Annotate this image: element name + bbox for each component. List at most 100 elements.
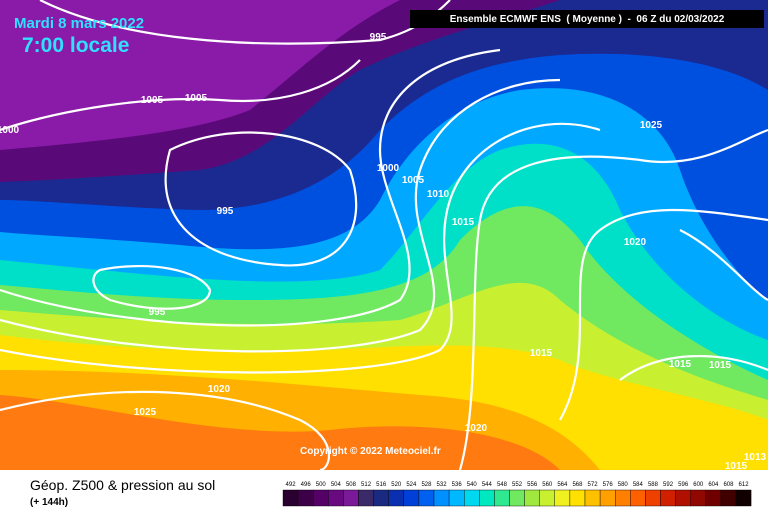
colorbar-label: 540 bbox=[467, 482, 478, 488]
colorbar-label: 572 bbox=[588, 482, 599, 488]
colorbar-label: 600 bbox=[693, 482, 704, 488]
colorbar-swatch bbox=[328, 489, 344, 507]
isobar bbox=[0, 78, 561, 353]
colorbar-label: 588 bbox=[648, 482, 659, 488]
isobar bbox=[0, 390, 330, 472]
isobar bbox=[92, 264, 212, 310]
colorbar-swatch bbox=[705, 489, 722, 507]
isobar bbox=[0, 59, 361, 132]
colorbar-swatch bbox=[313, 489, 329, 507]
colorbar-swatch bbox=[569, 489, 586, 507]
colorbar-swatch bbox=[403, 489, 420, 507]
isobar-label: 1020 bbox=[208, 384, 231, 395]
colorbar-swatch bbox=[418, 489, 435, 507]
colorbar-label: 536 bbox=[452, 482, 463, 488]
model-info: Ensemble ECMWF ENS ( Moyenne ) - 06 Z du… bbox=[450, 14, 725, 25]
colorbar: 492 496 500 504 508 512 516 520 524 528 532 536 540 5… bbox=[282, 482, 752, 507]
colorbar-swatch bbox=[539, 489, 556, 507]
copyright: Copyright © 2022 Meteociel.fr bbox=[300, 446, 441, 457]
isobar-label: 1020 bbox=[465, 423, 488, 434]
isobar-labels: 9951005100510009959951000100510101015102… bbox=[0, 32, 767, 472]
colorbar-swatch bbox=[282, 489, 299, 507]
colorbar-swatch bbox=[599, 489, 616, 507]
isobar-label: 1000 bbox=[0, 125, 20, 136]
caption-title: Géop. Z500 & pression au sol bbox=[30, 477, 215, 493]
isobar-label: 1015 bbox=[709, 360, 732, 371]
colorbar-label: 612 bbox=[739, 482, 750, 488]
colorbar-swatch bbox=[690, 489, 707, 507]
colorbar-label: 568 bbox=[572, 482, 583, 488]
date: Mardi 8 mars 2022 bbox=[14, 15, 144, 32]
isobar-label: 1013 bbox=[744, 452, 767, 463]
colorbar-label: 580 bbox=[618, 482, 629, 488]
colorbar-swatch bbox=[343, 489, 359, 507]
colorbar-label: 552 bbox=[512, 482, 523, 488]
colorbar-swatch bbox=[675, 489, 691, 507]
colorbar-swatch bbox=[720, 489, 737, 507]
colorbar-label: 508 bbox=[346, 482, 357, 488]
colorbar-swatch bbox=[358, 489, 374, 507]
isobar-label: 1000 bbox=[377, 163, 400, 174]
colorbar-label: 532 bbox=[437, 482, 448, 488]
colorbar-swatch bbox=[630, 489, 646, 507]
colorbar-label: 512 bbox=[361, 482, 372, 488]
colorbar-swatch bbox=[645, 489, 661, 507]
colorbar-label: 520 bbox=[391, 482, 402, 488]
isobar-label: 995 bbox=[149, 307, 166, 318]
isobar-label: 1015 bbox=[669, 359, 692, 370]
colorbar-label: 524 bbox=[406, 482, 417, 488]
isobar-label: 1005 bbox=[402, 175, 425, 186]
colorbar-swatch bbox=[388, 489, 405, 507]
isobar-label: 1015 bbox=[530, 348, 553, 359]
colorbar-label: 604 bbox=[708, 482, 719, 488]
colorbar-label: 496 bbox=[301, 482, 312, 488]
isobar bbox=[164, 131, 358, 267]
colorbar-label: 564 bbox=[557, 482, 568, 488]
colorbar-label: 544 bbox=[482, 482, 493, 488]
colorbar-swatch bbox=[584, 489, 601, 507]
colorbar-swatch bbox=[554, 489, 571, 507]
colorbar-swatch bbox=[615, 489, 631, 507]
isobar bbox=[559, 208, 768, 421]
isobar-label: 1020 bbox=[624, 237, 647, 248]
colorbar-swatch bbox=[509, 489, 525, 507]
colorbar-label: 504 bbox=[331, 482, 342, 488]
colorbar-label: 608 bbox=[723, 482, 734, 488]
isobar-label: 1025 bbox=[640, 120, 663, 131]
isobar bbox=[0, 122, 601, 374]
colorbar-swatch bbox=[433, 489, 450, 507]
isobar bbox=[679, 229, 768, 301]
isobar-label: 1015 bbox=[452, 217, 475, 228]
colorbar-label: 556 bbox=[527, 482, 538, 488]
colorbar-label: 596 bbox=[678, 482, 689, 488]
colorbar-swatch bbox=[479, 489, 495, 507]
colorbar-label: 516 bbox=[376, 482, 387, 488]
colorbar-swatch bbox=[448, 489, 465, 507]
isobar-label: 1005 bbox=[185, 93, 208, 104]
colorbar-label: 528 bbox=[421, 482, 432, 488]
colorbar-swatch bbox=[297, 489, 314, 507]
colorbar-label: 576 bbox=[603, 482, 614, 488]
colorbar-label: 492 bbox=[286, 482, 297, 488]
isobar bbox=[458, 128, 768, 471]
colorbar-swatch bbox=[660, 489, 676, 507]
isobar-label: 995 bbox=[370, 32, 387, 43]
model-box bbox=[410, 10, 764, 28]
colorbar-label: 584 bbox=[633, 482, 644, 488]
colorbar-label: 500 bbox=[316, 482, 327, 488]
isobar bbox=[0, 48, 501, 327]
isobar-label: 995 bbox=[217, 206, 234, 217]
isobar-label: 1015 bbox=[725, 461, 748, 472]
colorbar-label: 592 bbox=[663, 482, 674, 488]
isobar bbox=[619, 354, 768, 381]
caption-lead: (+ 144h) bbox=[30, 497, 68, 508]
isobar-label: 1010 bbox=[427, 189, 450, 200]
isobar-label: 1025 bbox=[134, 407, 157, 418]
isobar-label: 1005 bbox=[141, 95, 164, 106]
band bbox=[0, 0, 400, 150]
time: 7:00 locale bbox=[22, 34, 129, 57]
colorbar-swatch bbox=[494, 489, 510, 507]
colorbar-swatch bbox=[735, 489, 752, 507]
colorbar-swatch bbox=[464, 489, 480, 507]
